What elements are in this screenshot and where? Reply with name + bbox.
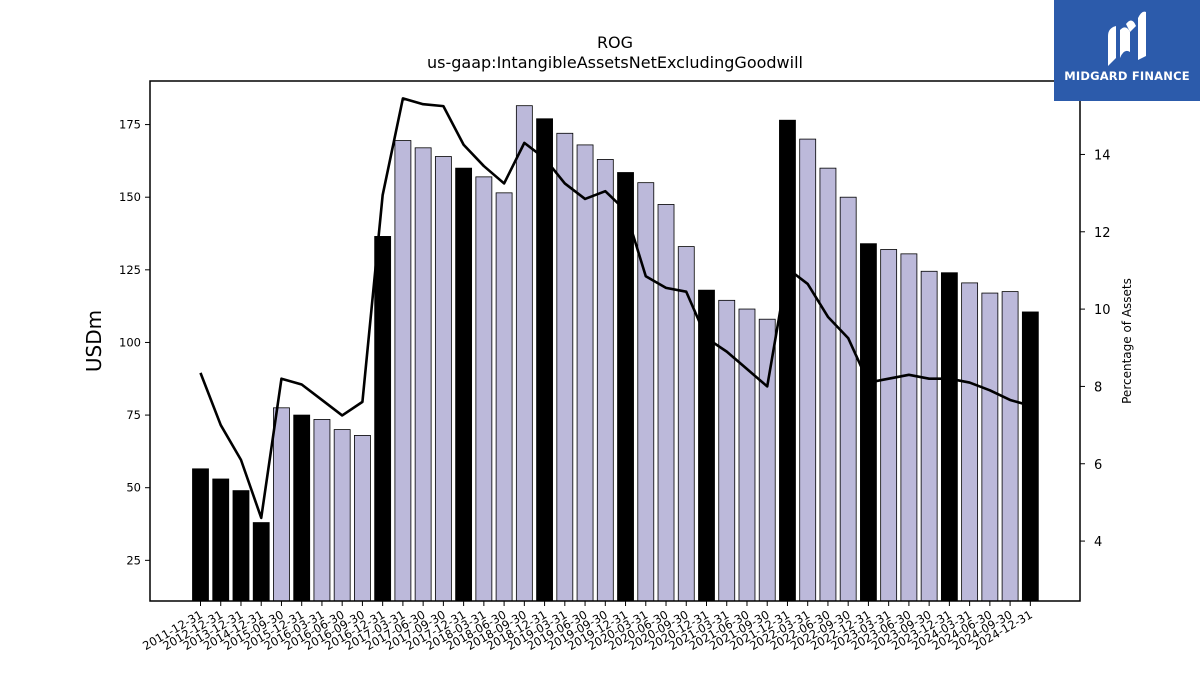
- bar-2022-06-30: [819, 167, 837, 602]
- bar-2022-09-30: [839, 196, 857, 602]
- chart-subtitle: us-gaap:IntangibleAssetsNetExcludingGood…: [427, 53, 803, 72]
- bar-2023-03-31: [880, 249, 898, 602]
- line-series-layer: [199, 97, 1031, 520]
- y-tick-label-left: 175: [119, 118, 141, 132]
- bar-2013-12-31: [232, 490, 250, 602]
- bar-2018-06-30: [495, 192, 513, 602]
- bar-2015-12-31: [293, 414, 311, 602]
- chart-title: ROG: [597, 33, 633, 52]
- bar-2020-06-30: [657, 204, 675, 602]
- bar-2021-12-31: [779, 119, 796, 602]
- bar-2021-03-31: [718, 299, 736, 602]
- y-tick-label-left: 25: [126, 553, 141, 567]
- bar-2016-03-31: [313, 419, 331, 602]
- bar-2022-03-31: [799, 138, 817, 602]
- y-tick-label-right: 12: [1094, 226, 1111, 241]
- bar-2024-12-31: [1021, 311, 1039, 602]
- x-axis: 2011-12-312012-12-312013-12-312014-12-31…: [140, 601, 1035, 653]
- percentage-line: [199, 97, 1031, 520]
- bar-2023-06-30: [900, 253, 918, 602]
- bar-2024-03-31: [961, 282, 979, 602]
- brand-logo: MIDGARD FINANCE: [1054, 0, 1200, 101]
- bar-2011-12-31: [192, 468, 209, 602]
- brand-name: MIDGARD FINANCE: [1064, 69, 1190, 83]
- y-tick-label-left: 75: [126, 408, 141, 422]
- y-tick-label-left: 50: [126, 481, 141, 495]
- y-axis-label-right: Percentage of Assets: [1120, 278, 1134, 404]
- bar-2023-12-31: [940, 272, 958, 602]
- bar-2019-12-31: [617, 172, 634, 602]
- bar-2018-03-31: [475, 176, 493, 602]
- bar-2023-09-30: [920, 270, 938, 602]
- y-tick-label-left: 100: [119, 335, 141, 349]
- y-axis-label-left: USDm: [82, 310, 106, 372]
- y-tick-label-right: 8: [1094, 380, 1102, 395]
- bar-2018-12-31: [536, 118, 553, 602]
- y-tick-label-right: 6: [1094, 458, 1102, 473]
- bar-2020-09-30: [677, 246, 695, 602]
- bar-2017-03-31: [394, 140, 412, 602]
- bar-2012-12-31: [212, 478, 230, 602]
- bar-2019-03-31: [556, 132, 574, 602]
- bar-2021-06-30: [738, 308, 756, 602]
- bar-2018-09-30: [515, 105, 533, 602]
- bar-2016-06-30: [333, 429, 351, 602]
- y-axis-left: 25 50 75 100 125 150 175: [119, 118, 150, 567]
- y-tick-label-right: 10: [1094, 303, 1111, 318]
- bar-2022-12-31: [860, 243, 877, 602]
- bar-series: [192, 105, 1039, 602]
- bar-2015-09-30: [273, 407, 290, 602]
- bar-2019-09-30: [596, 159, 614, 602]
- bar-2024-09-30: [1001, 291, 1019, 602]
- bar-2016-09-30: [354, 435, 371, 602]
- y-tick-label-left: 150: [119, 190, 141, 204]
- plot-frame: [149, 80, 1081, 602]
- midgard-logo-icon: [1108, 11, 1146, 66]
- bar-2016-12-31: [374, 236, 392, 602]
- y-tick-label-left: 125: [119, 263, 141, 277]
- bar-2017-09-30: [434, 156, 452, 602]
- y-axis-right: 4 6 8 10 12 14: [1080, 148, 1111, 550]
- bar-2019-06-30: [576, 144, 594, 602]
- bar-2024-06-30: [981, 292, 999, 602]
- bar-2017-06-30: [414, 147, 432, 602]
- y-tick-label-right: 4: [1094, 535, 1102, 550]
- y-tick-label-right: 14: [1094, 148, 1111, 163]
- bar-2020-03-31: [637, 182, 655, 602]
- bar-2017-12-31: [455, 167, 473, 602]
- bar-2014-12-31: [252, 522, 270, 602]
